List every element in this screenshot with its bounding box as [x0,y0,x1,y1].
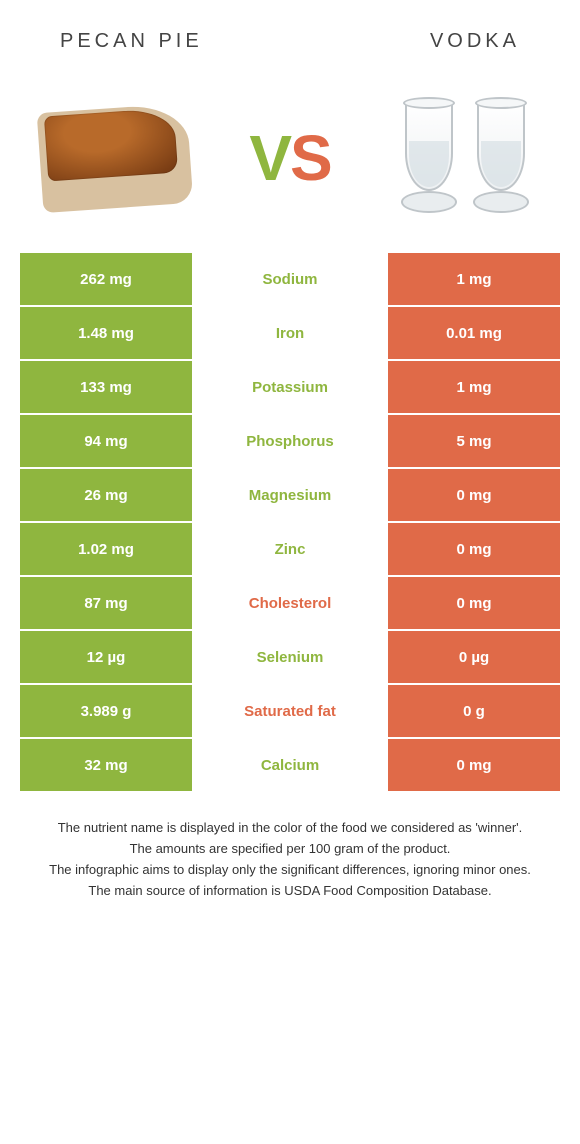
left-value: 12 µg [20,631,192,683]
table-row: 1.02 mgZinc0 mg [20,523,560,575]
left-value: 3.989 g [20,685,192,737]
footer-line: The nutrient name is displayed in the co… [30,819,550,838]
left-value: 262 mg [20,253,192,305]
table-row: 1.48 mgIron0.01 mg [20,307,560,359]
left-value: 94 mg [20,415,192,467]
table-row: 87 mgCholesterol0 mg [20,577,560,629]
right-value: 0 g [388,685,560,737]
nutrient-label: Cholesterol [192,577,388,629]
left-food-title: Pecan pie [60,30,203,53]
right-value: 0 mg [388,577,560,629]
footer-line: The infographic aims to display only the… [30,861,550,880]
table-row: 32 mgCalcium0 mg [20,739,560,791]
table-row: 12 µgSelenium0 µg [20,631,560,683]
table-row: 94 mgPhosphorus5 mg [20,415,560,467]
table-row: 26 mgMagnesium0 mg [20,469,560,521]
nutrient-label: Calcium [192,739,388,791]
right-value: 5 mg [388,415,560,467]
table-row: 262 mgSodium1 mg [20,253,560,305]
right-value: 0 mg [388,739,560,791]
right-value: 0 mg [388,523,560,575]
nutrient-label: Saturated fat [192,685,388,737]
nutrient-label: Zinc [192,523,388,575]
right-value: 0 mg [388,469,560,521]
vs-s: S [290,122,331,194]
nutrient-label: Iron [192,307,388,359]
left-value: 26 mg [20,469,192,521]
left-value: 133 mg [20,361,192,413]
pecan-pie-image [30,93,200,223]
right-value: 1 mg [388,253,560,305]
left-value: 1.48 mg [20,307,192,359]
right-value: 0 µg [388,631,560,683]
left-value: 87 mg [20,577,192,629]
right-value: 0.01 mg [388,307,560,359]
nutrient-label: Selenium [192,631,388,683]
table-row: 133 mgPotassium1 mg [20,361,560,413]
header: Pecan pie Vodka [0,0,580,63]
left-value: 32 mg [20,739,192,791]
left-value: 1.02 mg [20,523,192,575]
nutrient-table: 262 mgSodium1 mg1.48 mgIron0.01 mg133 mg… [20,253,560,791]
vs-label: VS [249,121,330,195]
footer-line: The amounts are specified per 100 gram o… [30,840,550,859]
nutrient-label: Potassium [192,361,388,413]
nutrient-label: Sodium [192,253,388,305]
nutrient-label: Magnesium [192,469,388,521]
footer-notes: The nutrient name is displayed in the co… [30,819,550,900]
footer-line: The main source of information is USDA F… [30,882,550,901]
right-food-title: Vodka [430,30,520,53]
table-row: 3.989 gSaturated fat0 g [20,685,560,737]
hero-row: VS [0,63,580,253]
vs-v: V [249,122,290,194]
right-value: 1 mg [388,361,560,413]
nutrient-label: Phosphorus [192,415,388,467]
vodka-image [380,93,550,223]
